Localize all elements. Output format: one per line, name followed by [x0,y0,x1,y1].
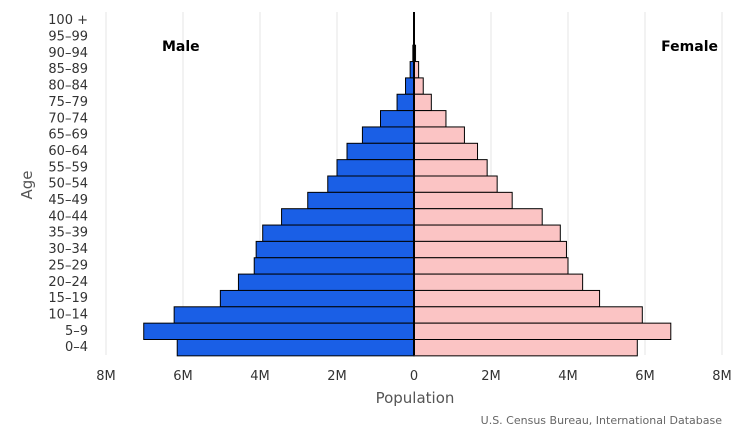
population-tick-labels: 8M 6M 4M 2M 0 2M 4M 6M 8M [96,369,732,384]
age-tick-label: 35–39 [48,226,88,241]
y-axis-title: Age [18,170,36,199]
male-bar-45-49[interactable] [307,191,415,210]
age-tick-label: 0–4 [65,340,88,355]
population-tick-label: 2M [327,369,347,384]
age-tick-label: 75–79 [48,95,88,110]
age-tick-label: 95–99 [48,30,88,45]
female-bar-25-29[interactable] [413,257,569,275]
bars [143,28,672,357]
male-bar-55-59[interactable] [336,159,415,177]
male-series-label: Male [162,39,200,55]
population-tick-label: 0 [410,369,418,384]
population-tick-label: 4M [250,369,270,384]
female-series-label: Female [661,39,718,55]
age-tick-label: 20–24 [48,275,88,290]
male-bar-25-29[interactable] [253,257,415,275]
male-bar-0-4[interactable] [176,339,415,357]
male-bar-5-9[interactable] [143,322,415,340]
age-tick-label: 45–49 [48,193,88,208]
age-tick-label: 25–29 [48,258,88,273]
female-bar-45-49[interactable] [413,191,513,210]
female-bar-70-74[interactable] [413,110,447,128]
age-tick-label: 30–34 [48,242,88,257]
female-bar-5-9[interactable] [413,322,672,340]
female-bar-65-69[interactable] [413,126,465,144]
male-bar-20-24[interactable] [237,273,415,291]
female-bar-20-24[interactable] [413,273,584,291]
age-tick-label: 55–59 [48,160,88,175]
age-tick-label: 70–74 [48,111,88,126]
male-bar-80-84[interactable] [405,77,415,95]
population-tick-label: 6M [635,369,655,384]
male-bar-40-44[interactable] [281,208,415,226]
population-tick-label: 8M [96,369,116,384]
population-tick-label: 2M [481,369,501,384]
age-tick-label: 5–9 [65,324,88,339]
male-bar-70-74[interactable] [380,110,415,128]
population-tick-label: 4M [558,369,578,384]
age-tick-label: 80–84 [48,79,88,94]
x-axis-title: Population [376,389,455,407]
male-bar-30-34[interactable] [255,240,415,259]
age-tick-label: 90–94 [48,46,88,61]
age-tick-label: 10–14 [48,307,88,322]
female-bar-35-39[interactable] [413,224,561,242]
population-tick-label: 6M [173,369,193,384]
male-bar-50-54[interactable] [327,175,415,193]
male-bar-75-79[interactable] [396,93,415,112]
male-bar-65-69[interactable] [361,126,415,144]
source-credit: U.S. Census Bureau, International Databa… [481,414,723,427]
female-bar-10-14[interactable] [413,306,643,324]
age-tick-label: 60–64 [48,144,88,159]
female-bar-60-64[interactable] [413,142,479,161]
female-bar-15-19[interactable] [413,289,601,308]
male-bar-60-64[interactable] [346,142,415,161]
age-tick-label: 50–54 [48,177,88,192]
population-tick-label: 8M [712,369,732,384]
age-tick-label: 40–44 [48,209,88,224]
age-tick-label: 65–69 [48,128,88,143]
female-bar-50-54[interactable] [413,175,498,193]
female-bar-75-79[interactable] [413,93,432,112]
age-tick-label: 15–19 [48,291,88,306]
female-bar-40-44[interactable] [413,208,543,226]
age-tick-label: 85–89 [48,62,88,77]
female-bar-0-4[interactable] [413,339,638,357]
male-bar-35-39[interactable] [262,224,415,242]
female-bar-30-34[interactable] [413,240,567,259]
male-bar-15-19[interactable] [219,289,415,308]
female-bar-55-59[interactable] [413,159,488,177]
male-bar-10-14[interactable] [173,306,415,324]
female-bar-80-84[interactable] [413,77,424,95]
age-tick-label: 100 + [48,13,88,28]
